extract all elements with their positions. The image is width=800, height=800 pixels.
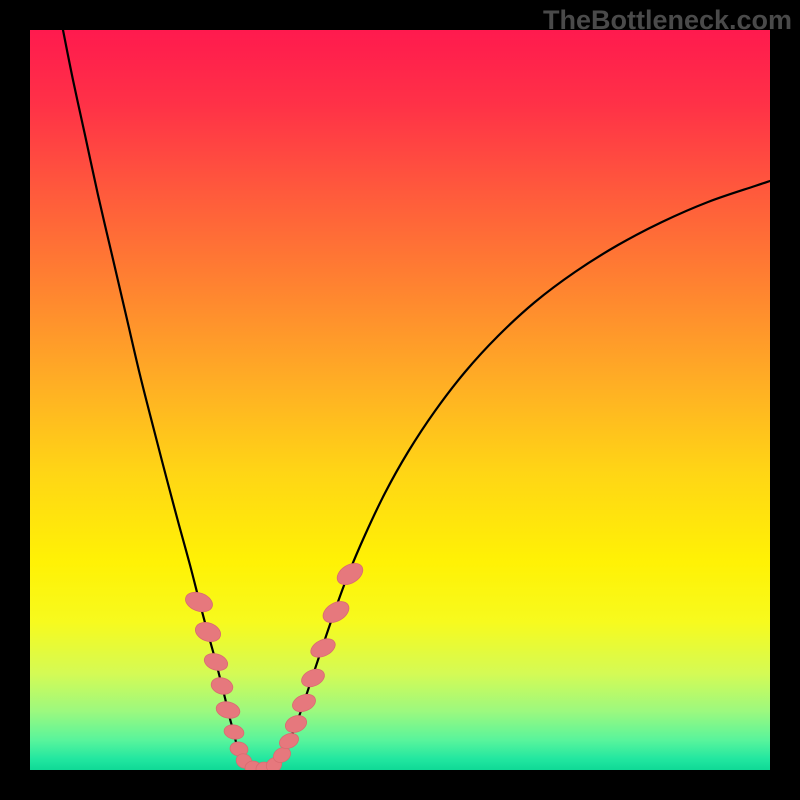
plot-svg bbox=[30, 30, 770, 770]
chart-frame bbox=[0, 0, 800, 800]
chart-container: TheBottleneck.com bbox=[0, 0, 800, 800]
watermark-text: TheBottleneck.com bbox=[543, 5, 792, 36]
plot-area bbox=[30, 30, 770, 770]
gradient-background bbox=[30, 30, 770, 770]
